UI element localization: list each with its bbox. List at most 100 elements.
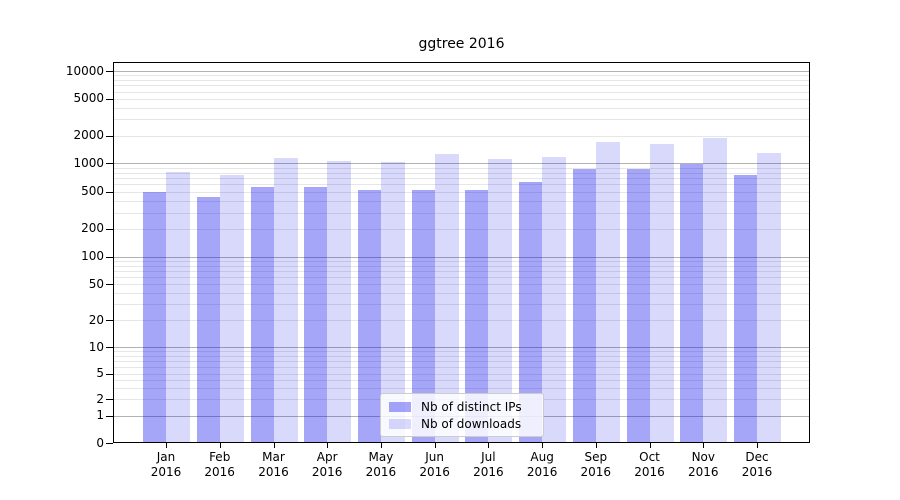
y-tick-label: 100 [81, 249, 104, 264]
bar-nb-of-distinct-ips-nov [680, 164, 704, 443]
minor-gridline [113, 276, 810, 278]
x-tick-year: 2016 [741, 465, 773, 479]
bar-nb-of-distinct-ips-may [357, 190, 381, 443]
minor-gridline [113, 388, 810, 389]
y-tick [106, 347, 113, 348]
minor-gridline [113, 379, 810, 381]
x-tick [273, 443, 275, 448]
y-tick-label: 10000 [65, 63, 104, 78]
x-tick-year: 2016 [580, 465, 612, 479]
bar-nb-of-downloads-feb [219, 174, 244, 443]
y-tick-label: 20 [88, 312, 104, 327]
bar-nb-of-downloads-jan [166, 172, 190, 443]
x-tick-month: Apr [316, 450, 338, 464]
x-tick [649, 443, 651, 448]
x-tick-year: 2016 [526, 465, 558, 479]
legend-swatch-distinct-ips [389, 401, 411, 412]
minor-gridline [113, 360, 810, 362]
y-tick-label: 5 [96, 366, 104, 381]
y-tick [106, 163, 113, 164]
y-tick-label: 2000 [73, 128, 104, 142]
y-tick [106, 320, 113, 321]
x-tick-label: Jan 2016 [136, 450, 196, 480]
x-tick-year: 2016 [634, 465, 665, 479]
minor-gridline [113, 98, 810, 100]
x-tick-month: Jun [425, 450, 444, 464]
bar-nb-of-distinct-ips-oct [626, 168, 650, 443]
y-tick [106, 71, 113, 72]
y-tick [106, 374, 113, 375]
bar-nb-of-distinct-ips-aug [519, 181, 543, 443]
y-tick [106, 399, 113, 400]
x-tick-month: Aug [530, 450, 554, 464]
x-tick-label: Aug 2016 [512, 450, 572, 480]
minor-gridline [113, 355, 810, 357]
bar-nb-of-distinct-ips-jan [143, 191, 166, 443]
x-tick [542, 443, 544, 448]
y-tick [106, 229, 113, 230]
bar-nb-of-downloads-nov [703, 138, 728, 443]
minor-gridline [113, 191, 810, 193]
bar-nb-of-distinct-ips-jul [465, 190, 489, 443]
bar-nb-of-distinct-ips-sep [572, 169, 596, 443]
x-tick-month: May [368, 450, 394, 464]
y-tick-label: 0 [96, 435, 104, 450]
minor-gridline [113, 172, 810, 174]
x-tick-year: 2016 [258, 465, 289, 479]
x-tick [434, 443, 436, 448]
bar-nb-of-distinct-ips-mar [250, 186, 274, 443]
minor-gridline [113, 75, 810, 77]
major-gridline [113, 71, 810, 72]
y-tick-label: 1000 [73, 155, 104, 170]
x-tick-month: Mar [262, 450, 285, 464]
minor-gridline [113, 200, 810, 202]
x-tick [488, 443, 490, 448]
major-gridline [113, 163, 810, 165]
x-tick-year: 2016 [204, 465, 235, 479]
x-tick-label: Dec 2016 [727, 450, 787, 480]
minor-gridline [113, 304, 810, 306]
x-tick-label: Apr 2016 [297, 450, 357, 480]
minor-gridline [113, 373, 810, 375]
y-tick-label: 200 [81, 221, 104, 236]
x-tick-year: 2016 [150, 465, 182, 479]
y-tick [106, 136, 113, 137]
bar-nb-of-distinct-ips-jun [411, 189, 435, 443]
y-tick-label: 1 [96, 408, 104, 423]
minor-gridline [113, 351, 810, 353]
major-gridline [113, 256, 810, 258]
minor-gridline [113, 79, 810, 81]
bar-nb-of-downloads-oct [649, 144, 674, 443]
x-tick [380, 443, 382, 448]
x-tick-label: Oct 2016 [620, 450, 680, 480]
x-tick-label: Jun 2016 [405, 450, 465, 480]
legend: Nb of distinct IPs Nb of downloads [380, 393, 544, 437]
legend-swatch-downloads [389, 418, 411, 429]
legend-item-downloads: Nb of downloads [381, 415, 543, 432]
minor-gridline [113, 366, 810, 368]
minor-gridline [113, 91, 810, 93]
x-tick [219, 443, 221, 448]
x-tick [166, 443, 167, 448]
y-tick [106, 99, 113, 100]
y-tick-label: 5000 [73, 91, 104, 106]
x-tick [327, 443, 329, 448]
x-tick-month: Jan [156, 450, 176, 464]
x-tick [595, 443, 597, 448]
legend-label-downloads: Nb of downloads [421, 416, 522, 431]
x-tick-year: 2016 [311, 465, 343, 479]
bar-nb-of-downloads-sep [595, 142, 620, 443]
minor-gridline [113, 270, 810, 272]
minor-gridline [113, 320, 810, 322]
bar-nb-of-downloads-aug [542, 157, 567, 443]
minor-gridline [113, 135, 810, 137]
x-tick-year: 2016 [473, 465, 504, 479]
y-tick-label: 50 [88, 276, 104, 291]
x-tick-year: 2016 [419, 465, 450, 479]
x-tick-month: Feb [209, 450, 231, 464]
x-tick [757, 443, 758, 448]
bar-nb-of-downloads-mar [273, 157, 298, 443]
bar-nb-of-distinct-ips-dec [734, 174, 757, 443]
minor-gridline [113, 228, 810, 230]
x-tick-month: Nov [691, 450, 715, 464]
